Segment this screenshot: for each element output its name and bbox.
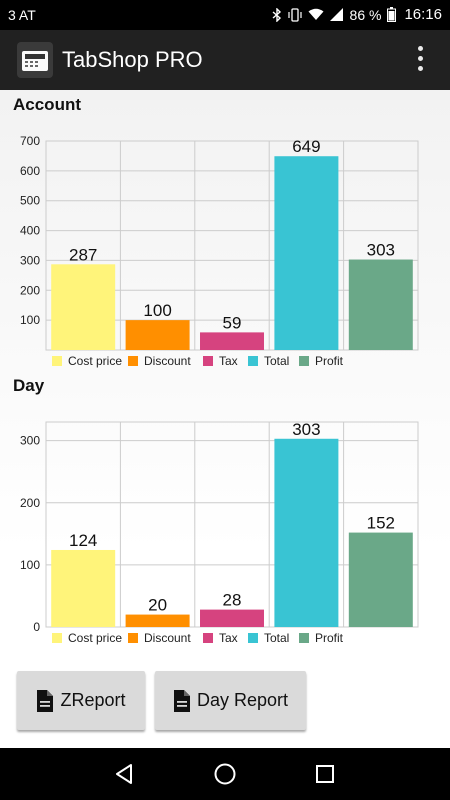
legend-swatch <box>299 356 309 366</box>
home-icon[interactable] <box>213 762 237 786</box>
bar-value-label: 124 <box>69 531 97 550</box>
back-icon[interactable] <box>113 762 137 786</box>
bar-profit <box>348 532 413 627</box>
legend-label: Tax <box>219 631 238 645</box>
status-bar: 3 AT 86 % 16:16 <box>0 0 450 30</box>
app-title: TabShop PRO <box>62 47 203 72</box>
legend-label: Discount <box>144 354 191 368</box>
day-report-button[interactable]: Day Report <box>155 671 306 730</box>
bar-value-label: 152 <box>367 514 395 533</box>
y-tick-label: 700 <box>20 134 40 148</box>
carrier-label: 3 AT <box>8 7 36 23</box>
legend-swatch <box>248 633 258 643</box>
account-bar-chart: 100 200 300 400 500 600 700 287 100 59 649 303 Cost … <box>20 134 419 368</box>
y-tick-label: 400 <box>20 224 40 238</box>
zreport-button[interactable]: ZReport <box>17 671 145 730</box>
app-bar: TabShop PRO <box>0 30 450 90</box>
bar-profit <box>348 259 413 350</box>
legend-swatch <box>52 633 62 643</box>
y-tick-label: 100 <box>20 313 40 327</box>
battery-icon <box>387 7 397 22</box>
legend-label: Profit <box>315 631 344 645</box>
legend-swatch <box>248 356 258 366</box>
y-tick-label: 0 <box>33 620 40 634</box>
bluetooth-icon <box>272 7 281 22</box>
y-tick-label: 500 <box>20 194 40 208</box>
bar-cost-price <box>51 264 116 350</box>
legend-label: Tax <box>219 354 238 368</box>
cash-register-icon <box>17 42 53 78</box>
bar-value-label: 303 <box>367 241 395 260</box>
zreport-button-label: ZReport <box>60 690 126 710</box>
legend-swatch <box>299 633 309 643</box>
y-tick-label: 600 <box>20 164 40 178</box>
bar-value-label: 649 <box>292 137 320 156</box>
day-report-button-label: Day Report <box>196 690 289 710</box>
legend-swatch <box>128 356 138 366</box>
y-tick-label: 300 <box>20 253 40 267</box>
bar-value-label: 303 <box>292 420 320 439</box>
signal-icon <box>329 8 343 21</box>
bar-value-label: 287 <box>69 245 97 264</box>
legend-label: Cost price <box>68 354 122 368</box>
legend-label: Profit <box>315 354 344 368</box>
clock: 16:16 <box>404 6 442 23</box>
bar-tax <box>200 609 264 627</box>
legend-label: Total <box>264 631 289 645</box>
y-tick-label: 100 <box>20 558 40 572</box>
bar-value-label: 28 <box>223 591 242 610</box>
y-tick-label: 300 <box>20 434 40 448</box>
bar-tax <box>200 332 264 350</box>
legend-label: Cost price <box>68 631 122 645</box>
legend-swatch <box>203 356 213 366</box>
bar-total <box>274 156 339 350</box>
legend-label: Total <box>264 354 289 368</box>
navigation-bar <box>0 748 450 800</box>
recents-icon[interactable] <box>313 762 337 786</box>
vibrate-icon <box>287 7 302 22</box>
bar-discount <box>125 614 190 627</box>
bar-discount <box>125 320 190 350</box>
legend-label: Discount <box>144 631 191 645</box>
y-tick-label: 200 <box>20 496 40 510</box>
account-section-title: Account <box>13 95 81 114</box>
bar-cost-price <box>51 549 116 627</box>
day-section-title: Day <box>13 376 45 395</box>
document-icon <box>173 689 190 712</box>
legend-swatch <box>203 633 213 643</box>
bar-value-label: 100 <box>143 301 171 320</box>
document-icon <box>37 689 54 712</box>
bar-value-label: 59 <box>223 313 242 332</box>
status-icons: 86 % 16:16 <box>272 6 442 23</box>
legend-swatch <box>52 356 62 366</box>
day-bar-chart: 0 100 200 300 124 20 28 303 152 Cost price Discoun… <box>20 420 419 645</box>
bar-total <box>274 438 339 627</box>
battery-percent: 86 % <box>349 6 382 23</box>
more-vert-icon[interactable] <box>416 46 424 74</box>
report-content: Account 100 200 300 400 500 600 700 287 100 59 649… <box>0 90 450 748</box>
legend-swatch <box>128 633 138 643</box>
wifi-icon <box>308 8 324 20</box>
bar-value-label: 20 <box>148 596 167 615</box>
y-tick-label: 200 <box>20 283 40 297</box>
